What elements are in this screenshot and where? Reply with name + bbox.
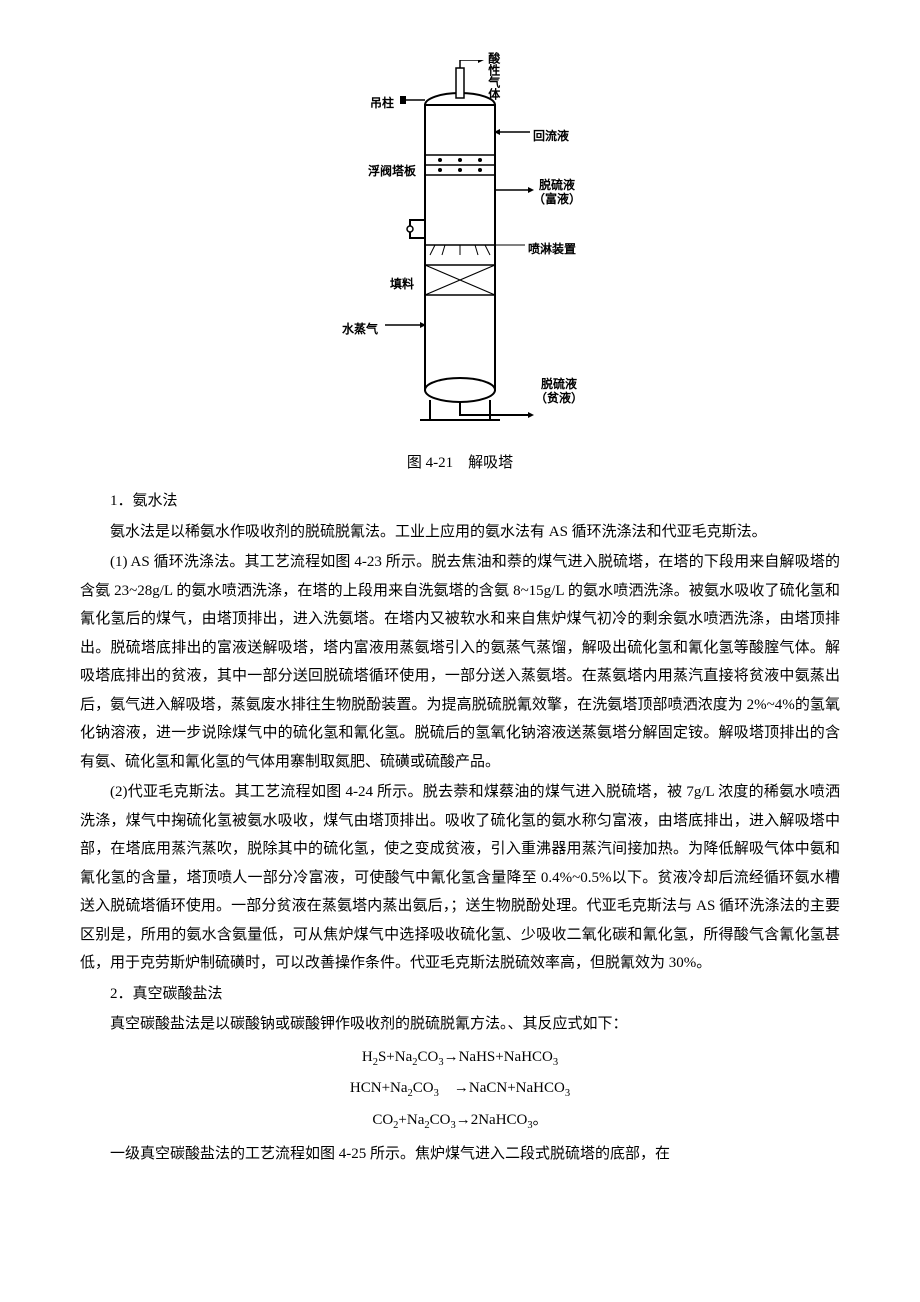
label-spray: 喷淋装置 — [528, 238, 576, 261]
label-rich: 脱硫液（富液） — [533, 178, 581, 207]
label-reflux: 回流液 — [533, 125, 569, 148]
section-1-intro: 氨水法是以稀氨水作吸收剂的脱硫脱氰法。工业上应用的氨水法有 AS 循环洗涤法和代… — [80, 518, 840, 547]
equation-3: CO2+Na2CO3→2NaHCO3。 — [80, 1106, 840, 1136]
label-steam: 水蒸气 — [342, 318, 378, 341]
label-packing: 填料 — [390, 273, 414, 296]
section-1-para-1: (1) AS 循环洗涤法。其工艺流程如图 4-23 所示。脱去焦油和萘的煤气进入… — [80, 548, 840, 776]
equation-1: H2S+Na2CO3→NaHS+NaHCO3 — [80, 1043, 840, 1073]
section-2-intro: 真空碳酸盐法是以碳酸钠或碳酸钾作吸收剂的脱硫脱氰方法。、其反应式如下： — [80, 1010, 840, 1039]
section-1-title: 1．氨水法 — [80, 487, 840, 516]
label-hanger: 吊柱 — [370, 92, 394, 115]
section-2-title: 2．真空碳酸盐法 — [80, 980, 840, 1009]
label-lean: 脱硫液（贫液） — [535, 377, 583, 406]
tower-diagram: 酸性气体 吊柱 回流液 浮阀塔板 脱硫液（富液） 喷淋装置 填料 水蒸气 脱硫液… — [80, 60, 840, 441]
section-2-para-1: 一级真空碳酸盐法的工艺流程如图 4-25 所示。焦炉煤气进入二段式脱硫塔的底部，… — [80, 1140, 840, 1169]
equations-block: H2S+Na2CO3→NaHS+NaHCO3 HCN+Na2CO3 →NaCN+… — [80, 1043, 840, 1137]
equation-2: HCN+Na2CO3 →NaCN+NaHCO3 — [80, 1074, 840, 1104]
diagram-caption: 图 4-21 解吸塔 — [80, 449, 840, 478]
section-1-para-2: (2)代亚毛克斯法。其工艺流程如图 4-24 所示。脱去萘和煤蔡油的煤气进入脱硫… — [80, 778, 840, 978]
label-valve-tray: 浮阀塔板 — [368, 160, 416, 183]
label-acid-gas: 酸性气体 — [482, 52, 505, 100]
